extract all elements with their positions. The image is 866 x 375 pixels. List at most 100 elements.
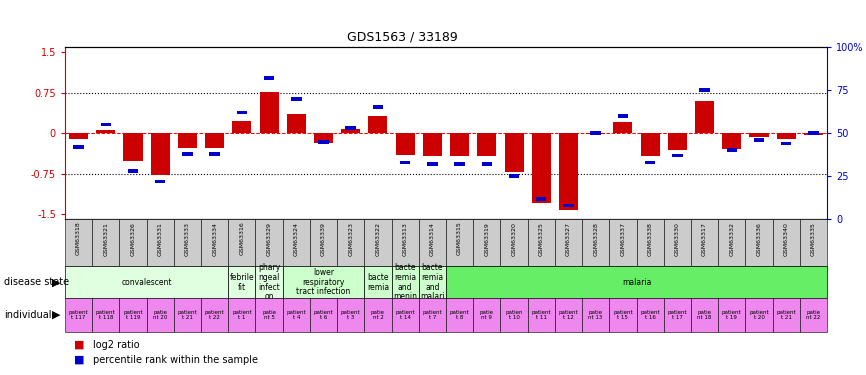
Text: GSM63320: GSM63320 (512, 222, 516, 256)
Bar (229, 298, 255, 332)
Bar (229, 219, 255, 266)
Text: patient
t 15: patient t 15 (613, 310, 633, 320)
Text: bacte
remia: bacte remia (367, 273, 389, 291)
Bar (532, 133, 551, 203)
Text: GSM63321: GSM63321 (103, 222, 108, 256)
Bar (501, 298, 527, 332)
Text: patie
nt 13: patie nt 13 (589, 310, 603, 320)
Bar (65, 219, 92, 266)
Bar (287, 114, 306, 133)
Bar (178, 133, 197, 148)
Text: patient
t 21: patient t 21 (178, 310, 197, 320)
Text: patie
nt 18: patie nt 18 (697, 310, 712, 320)
Text: GSM63339: GSM63339 (321, 222, 326, 256)
Bar (291, 97, 301, 100)
Bar (555, 298, 582, 332)
Text: patie
nt 20: patie nt 20 (153, 310, 167, 320)
Text: patient
t 11: patient t 11 (532, 310, 551, 320)
Bar (310, 219, 337, 266)
Bar (124, 133, 143, 161)
Bar (446, 266, 827, 298)
Text: GSM63322: GSM63322 (376, 222, 380, 256)
Text: GSM63333: GSM63333 (185, 222, 190, 256)
Bar (582, 298, 610, 332)
Bar (505, 133, 524, 172)
Text: GSM63336: GSM63336 (757, 222, 761, 256)
Bar (100, 123, 111, 126)
Bar (610, 298, 637, 332)
Text: log2 ratio: log2 ratio (93, 340, 139, 350)
Bar (772, 219, 800, 266)
Text: phary
ngeal
infect
on: phary ngeal infect on (258, 263, 281, 301)
Text: ■: ■ (74, 355, 84, 365)
Text: GSM63314: GSM63314 (430, 222, 435, 256)
Bar (645, 160, 656, 164)
Text: disease state: disease state (4, 277, 69, 287)
Bar (527, 219, 555, 266)
Text: GSM63328: GSM63328 (593, 222, 598, 256)
Text: GSM63324: GSM63324 (294, 222, 299, 256)
Text: patient
t 1: patient t 1 (232, 310, 252, 320)
Text: patient
t 16: patient t 16 (640, 310, 660, 320)
Text: patient
t 118: patient t 118 (96, 310, 115, 320)
Bar (65, 298, 92, 332)
Text: GSM63330: GSM63330 (675, 222, 680, 256)
Text: patien
t 10: patien t 10 (505, 310, 523, 320)
Text: febrile
fit: febrile fit (229, 273, 255, 291)
Bar (92, 219, 120, 266)
Text: GSM63327: GSM63327 (566, 222, 571, 256)
Text: patient
t 12: patient t 12 (559, 310, 578, 320)
Bar (365, 266, 391, 298)
Text: GSM63326: GSM63326 (131, 222, 135, 256)
Bar (151, 133, 170, 175)
Text: ▶: ▶ (52, 277, 61, 287)
Bar (427, 162, 437, 166)
Text: GSM63338: GSM63338 (648, 222, 653, 256)
Text: GSM63334: GSM63334 (212, 222, 217, 256)
Bar (337, 298, 365, 332)
Bar (718, 219, 746, 266)
Bar (617, 114, 628, 118)
Text: patient
t 7: patient t 7 (423, 310, 443, 320)
Bar (749, 133, 768, 138)
Text: patient
t 22: patient t 22 (205, 310, 224, 320)
Text: patient
t 6: patient t 6 (313, 310, 333, 320)
Bar (255, 298, 282, 332)
Text: convalescent: convalescent (121, 278, 171, 286)
Bar (727, 148, 737, 152)
Bar (753, 138, 764, 142)
Bar (314, 133, 333, 143)
Bar (691, 219, 718, 266)
Text: patient
t 17: patient t 17 (668, 310, 687, 320)
Bar (808, 131, 818, 135)
Text: ■: ■ (74, 340, 84, 350)
Bar (128, 169, 139, 173)
Bar (155, 180, 165, 183)
Text: GSM63332: GSM63332 (729, 222, 734, 256)
Bar (174, 219, 201, 266)
Text: patient
t 8: patient t 8 (449, 310, 469, 320)
Bar (74, 145, 84, 149)
Text: patient
t 19: patient t 19 (722, 310, 741, 320)
Bar (509, 174, 520, 178)
Bar (368, 116, 387, 133)
Bar (641, 133, 660, 156)
Bar (391, 266, 419, 298)
Text: bacte
remia
and
malari: bacte remia and malari (420, 263, 445, 301)
Bar (746, 219, 772, 266)
Bar (396, 133, 415, 154)
Bar (69, 133, 88, 138)
Text: patie
nt 5: patie nt 5 (262, 310, 276, 320)
Text: GSM63319: GSM63319 (484, 222, 489, 256)
Bar (372, 105, 383, 109)
Bar (527, 298, 555, 332)
Bar (501, 219, 527, 266)
Bar (120, 298, 146, 332)
Bar (700, 88, 710, 92)
Bar (319, 140, 329, 144)
Bar (255, 219, 282, 266)
Bar (672, 154, 682, 158)
Text: patient
t 4: patient t 4 (287, 310, 306, 320)
Text: percentile rank within the sample: percentile rank within the sample (93, 355, 258, 365)
Bar (536, 197, 546, 201)
